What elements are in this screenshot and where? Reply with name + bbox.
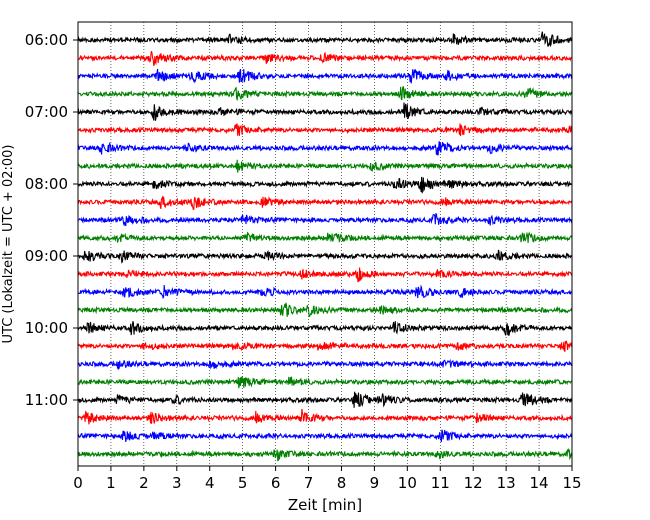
x-tick-label-15: 15 [562,474,581,492]
trace-0815 [77,195,573,211]
x-tick-label-9: 9 [370,474,380,492]
x-tick-label-2: 2 [139,474,149,492]
trace-0845 [77,231,573,243]
x-axis-label: Zeit [min] [288,496,362,514]
y-tick-label-0900: 09:00 [25,247,68,265]
trace-0700 [77,102,573,121]
x-tick-label-5: 5 [238,474,248,492]
x-tick-label-12: 12 [464,474,483,492]
trace-1000 [77,321,573,336]
x-tick-label-11: 11 [431,474,450,492]
trace-0915 [77,267,573,283]
y-tick-label-1100: 11:00 [25,391,68,409]
y-axis-label: UTC (Lokalzeit = UTC + 02:00) [1,145,16,344]
y-tick-label-0600: 06:00 [25,31,68,49]
trace-0900 [78,249,573,264]
trace-0630 [77,68,573,84]
trace-0615 [77,51,573,67]
x-tick-label-6: 6 [271,474,281,492]
trace-0730 [77,141,573,156]
x-tick-label-3: 3 [172,474,182,492]
trace-0645 [77,86,573,101]
x-tick-label-0: 0 [73,474,83,492]
x-tick-label-4: 4 [205,474,215,492]
x-tick-label-13: 13 [497,474,516,492]
x-tick-label-8: 8 [337,474,347,492]
trace-0800 [77,176,573,194]
plot-frame [77,21,573,467]
trace-0945 [77,302,573,318]
x-tick-label-14: 14 [530,474,549,492]
y-tick-label-0700: 07:00 [25,103,68,121]
y-tick-label-1000: 10:00 [25,319,68,337]
y-tick-label-0800: 08:00 [25,175,68,193]
trace-1015 [77,340,573,353]
y-axis-ticks: 06:00 07:00 08:00 09:00 10:00 11:00 [25,31,78,409]
trace-0600 [77,31,573,48]
trace-1130 [77,429,573,443]
x-axis-ticks: 0 1 2 3 4 5 6 7 8 9 10 11 12 13 14 15 [73,466,582,492]
trace-0745 [77,159,573,173]
trace-1145 [77,448,573,462]
trace-group [77,31,573,462]
x-tick-label-10: 10 [398,474,417,492]
x-tick-label-1: 1 [106,474,116,492]
trace-0830 [77,212,573,227]
trace-1100 [77,391,573,408]
trace-1045 [77,376,573,389]
trace-0715 [77,123,573,137]
x-tick-label-7: 7 [304,474,314,492]
trace-1115 [77,408,573,425]
trace-1030 [77,358,573,371]
grid-lines [110,22,540,466]
trace-0930 [77,284,573,299]
